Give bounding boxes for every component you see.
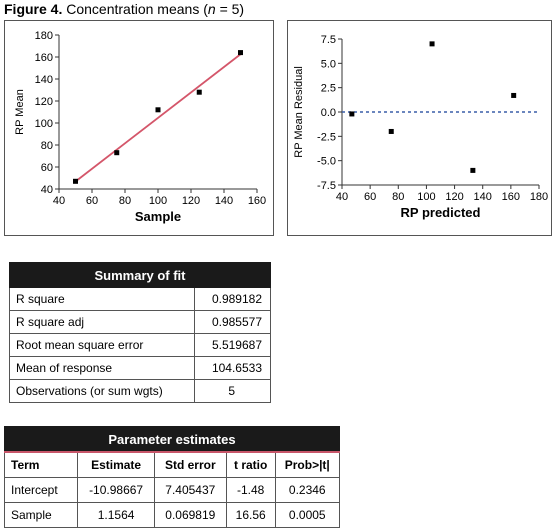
y-tick-label: -2.5 (317, 131, 336, 143)
table-row: Root mean square error 5.519687 (8, 333, 271, 357)
column-header: Term (3, 451, 79, 478)
cell-std-error: 0.069819 (153, 502, 227, 528)
data-point (470, 167, 476, 173)
row-value: 0.989182 (194, 287, 271, 311)
y-tick-label: -7.5 (317, 180, 336, 192)
x-tick-label: 140 (215, 195, 233, 207)
table-row: Observations (or sum wgts) 5 (8, 379, 271, 403)
figure-caption-after: = 5) (215, 1, 245, 17)
cell-prob: 0.2346 (274, 477, 341, 503)
data-point (238, 50, 243, 56)
row-value: 104.6533 (194, 356, 271, 380)
x-tick-label: 40 (53, 195, 65, 207)
y-axis-label: RP Mean (14, 89, 26, 135)
parameter-estimates-title: Parameter estimates (4, 426, 340, 453)
summary-of-fit-table: Summary of fit R square 0.989182 R squar… (8, 262, 271, 403)
y-tick-label: 7.5 (321, 34, 336, 46)
cell-estimate: 1.1564 (77, 502, 155, 528)
y-tick-label: 100 (35, 118, 53, 130)
y-tick-label: 140 (35, 74, 53, 86)
figure-title: Figure 4. Concentration means (n = 5) (4, 1, 244, 17)
table-row: R square adj 0.985577 (8, 310, 271, 334)
rp-mean-vs-sample-chart: 40 60 80 100 120 140 160 40 60 80 100 120 140 160 180 S… (14, 30, 266, 224)
regression-fit-line (74, 53, 242, 183)
cell-term: Intercept (3, 477, 79, 503)
data-point (511, 92, 517, 98)
column-header: Prob>|t| (274, 451, 341, 478)
y-tick-label: 2.5 (321, 83, 336, 95)
row-value: 0.985577 (194, 310, 271, 334)
row-label: Mean of response (8, 356, 196, 380)
column-header: Estimate (77, 451, 155, 478)
residual-plot-panel: 40 60 80 100 120 140 160 180 7.5 5.0 2.5 0.0 -2.5 -5.… (287, 20, 552, 236)
column-header: t ratio (225, 451, 276, 478)
cell-term: Sample (3, 502, 79, 528)
x-tick-label: 80 (392, 191, 404, 203)
y-tick-label: 160 (35, 52, 53, 64)
parameter-estimates-table: Parameter estimates Term Estimate Std er… (3, 426, 341, 528)
x-tick-label: 160 (502, 191, 520, 203)
table-row: Intercept -10.98667 7.405437 -1.48 0.234… (3, 477, 341, 503)
figure-label: Figure 4. (4, 1, 63, 17)
x-axis-label: RP predicted (401, 205, 481, 220)
x-tick-label: 60 (364, 191, 376, 203)
y-tick-label: 80 (41, 140, 53, 152)
cell-t-ratio: -1.48 (225, 477, 276, 503)
data-point (429, 41, 435, 47)
y-tick-label: 120 (35, 96, 53, 108)
y-tick-label: 180 (35, 30, 53, 42)
residual-vs-predicted-chart: 40 60 80 100 120 140 160 180 7.5 5.0 2.5 0.0 -2.5 -5.… (293, 34, 548, 220)
x-tick-label: 100 (149, 195, 167, 207)
x-tick-label: 120 (182, 195, 200, 207)
row-label: R square (8, 287, 196, 311)
y-tick-label: 0.0 (321, 107, 336, 119)
y-tick-label: 60 (41, 162, 53, 174)
x-tick-label: 160 (248, 195, 266, 207)
y-tick-label: -5.0 (317, 156, 336, 168)
data-point (388, 128, 394, 134)
y-tick-label: 40 (41, 184, 53, 196)
x-tick-label: 80 (119, 195, 131, 207)
row-label: R square adj (8, 310, 196, 334)
data-point (349, 111, 355, 117)
y-tick-label: 5.0 (321, 58, 336, 70)
data-point (73, 178, 78, 184)
x-tick-label: 120 (445, 191, 463, 203)
cell-prob: 0.0005 (274, 502, 341, 528)
cell-t-ratio: 16.56 (225, 502, 276, 528)
data-point (114, 150, 120, 156)
row-label: Root mean square error (8, 333, 196, 357)
row-value: 5 (194, 379, 271, 403)
data-point (196, 89, 202, 95)
data-point (155, 107, 161, 113)
table-row: Sample 1.1564 0.069819 16.56 0.0005 (3, 502, 341, 528)
figure-n-symbol: n (207, 1, 216, 17)
cell-std-error: 7.405437 (153, 477, 227, 503)
column-header: Std error (153, 451, 227, 478)
row-label: Observations (or sum wgts) (8, 379, 196, 403)
row-value: 5.519687 (194, 333, 271, 357)
figure-caption-before: Concentration means ( (66, 1, 208, 17)
x-tick-label: 140 (474, 191, 492, 203)
summary-of-fit-title: Summary of fit (9, 262, 271, 288)
y-axis-label: RP Mean Residual (293, 66, 305, 158)
x-tick-label: 100 (417, 191, 435, 203)
rp-mean-plot-panel: 40 60 80 100 120 140 160 40 60 80 100 120 140 160 180 S… (4, 20, 274, 236)
x-tick-label: 60 (86, 195, 98, 207)
x-tick-label: 40 (336, 191, 348, 203)
table-row: R square 0.989182 (8, 287, 271, 311)
table-row: Mean of response 104.6533 (8, 356, 271, 380)
x-axis-label: Sample (135, 209, 181, 224)
x-tick-label: 180 (530, 191, 548, 203)
cell-estimate: -10.98667 (77, 477, 155, 503)
